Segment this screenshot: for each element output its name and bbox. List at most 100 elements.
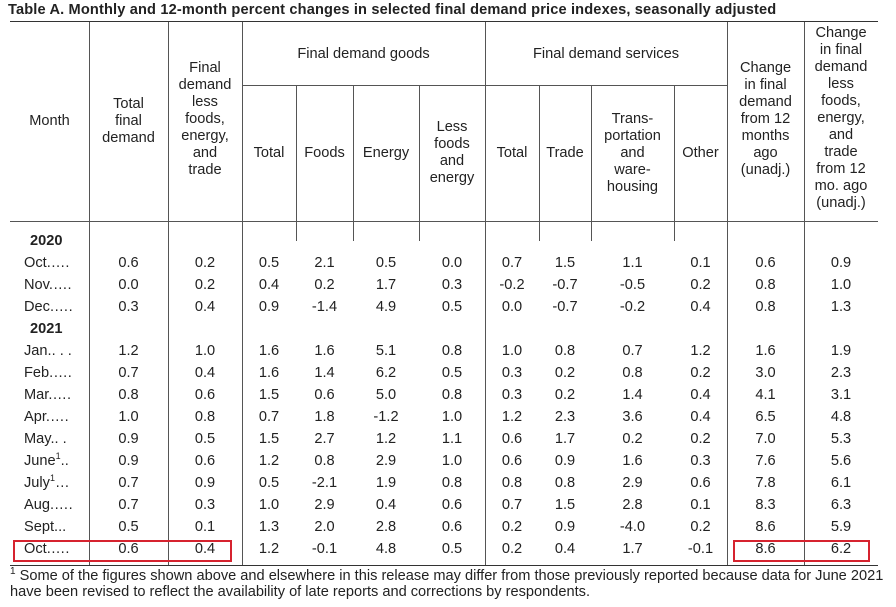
table-cell: -0.5 [619, 277, 646, 293]
table-cell: 0.5 [441, 299, 463, 315]
month-label: Sept... [24, 516, 66, 538]
table-cell: 1.1 [441, 431, 463, 447]
month-name: Nov. [24, 277, 53, 293]
table-cell: 0.6 [501, 453, 523, 469]
table-cell: 6.5 [755, 409, 776, 425]
month-label: July1… [24, 472, 70, 494]
table-cell: 0.4 [258, 277, 280, 293]
table-cell: 0.9 [554, 453, 576, 469]
table-cell: 5.6 [830, 453, 852, 469]
table-cell: 0.9 [830, 255, 852, 271]
header-services-transportation: Trans- portation and ware- housing [604, 110, 661, 195]
table-cell: 0.3 [501, 387, 523, 403]
table-cell: 0.5 [258, 255, 280, 271]
month-label: Dec.…. [24, 296, 73, 318]
table-cell: -0.2 [499, 277, 525, 293]
month-name: July [24, 475, 50, 491]
table-cell: 0.0 [118, 277, 139, 293]
month-label: Feb.…. [24, 362, 72, 384]
table-cell: 0.3 [690, 453, 711, 469]
month-label: Nov.…. [24, 274, 72, 296]
table-cell: 0.5 [258, 475, 280, 491]
table-cell: 0.8 [441, 343, 463, 359]
table-cell: 0.1 [690, 497, 711, 513]
table-cell: 2.1 [314, 255, 335, 271]
table-cell: 0.1 [690, 255, 711, 271]
table-cell: 1.2 [258, 541, 280, 557]
table-cell: 0.5 [375, 255, 397, 271]
table-cell: -0.7 [552, 299, 578, 315]
table-cell: 0.2 [554, 387, 576, 403]
table-cell: 0.7 [118, 475, 139, 491]
table-cell: 4.1 [755, 387, 776, 403]
table-cell: 0.8 [755, 277, 776, 293]
table-cell: -0.2 [619, 299, 646, 315]
table-cell: 1.0 [441, 409, 463, 425]
table-cell: 7.8 [755, 475, 776, 491]
leader-dots: …. [52, 387, 72, 403]
table-cell: 1.8 [314, 409, 335, 425]
table-cell: 1.2 [118, 343, 139, 359]
table-cell: 0.2 [690, 365, 711, 381]
table-cell: 1.6 [258, 365, 280, 381]
footnote-marker: 1 [10, 566, 16, 578]
month-name: Oct. [24, 541, 51, 557]
table-cell: 2.8 [622, 497, 643, 513]
table-cell: 1.6 [622, 453, 643, 469]
table-cell: 0.4 [194, 299, 216, 315]
table-cell: 1.9 [830, 343, 852, 359]
month-name: Jan. [24, 343, 52, 359]
header-12-month-change-less: Change in final demand less foods, energ… [814, 25, 868, 211]
table-cell: 0.1 [194, 519, 216, 535]
leader-dots: . . . [51, 343, 72, 359]
leader-dots: …. [54, 299, 73, 315]
table-cell: -0.1 [311, 541, 338, 557]
table-cell: 0.6 [501, 431, 523, 447]
table-cell: 0.7 [118, 365, 139, 381]
table-cell: 1.0 [118, 409, 139, 425]
table-cell: 6.2 [375, 365, 397, 381]
month-label: Jan.. . . [24, 340, 72, 362]
price-index-table: Month Total final demand Final demand le… [10, 21, 878, 566]
month-label: June1.. [24, 450, 69, 472]
table-cell: 0.5 [194, 431, 216, 447]
highlight-box-oct-total [13, 540, 232, 562]
table-cell: 1.6 [258, 343, 280, 359]
table-cell: 1.7 [375, 277, 397, 293]
table-cell: 8.6 [755, 541, 776, 557]
table-cell: 0.4 [554, 541, 576, 557]
table-cell: 0.6 [690, 475, 711, 491]
table-cell: 5.1 [375, 343, 397, 359]
table-cell: 8.3 [755, 497, 776, 513]
leader-dots: …. [50, 255, 70, 271]
table-cell: 0.8 [118, 387, 139, 403]
table-cell: 6.1 [830, 475, 852, 491]
table-cell: 0.2 [501, 519, 523, 535]
header-goods-total: Total [253, 144, 285, 161]
table-cell: 0.8 [554, 475, 576, 491]
table-cell: 7.6 [755, 453, 776, 469]
table-cell: 0.6 [441, 519, 463, 535]
table-cell: 1.5 [554, 497, 576, 513]
header-goods-group: Final demand goods [297, 46, 430, 62]
table-cell: 1.7 [622, 541, 643, 557]
header-goods-energy: Energy [362, 144, 410, 161]
table-cell: 0.6 [314, 387, 335, 403]
table-cell: 2.3 [830, 365, 852, 381]
table-cell: 0.2 [690, 277, 711, 293]
month-name: Mar. [24, 387, 53, 403]
table-cell: 0.8 [501, 475, 523, 491]
header-services-trade: Trade [546, 144, 584, 161]
table-cell: 1.7 [554, 431, 576, 447]
header-goods-less-foods-energy: Less foods and energy [429, 119, 475, 186]
leader-dots: .. [60, 453, 69, 469]
table-cell: 0.6 [118, 541, 139, 557]
table-cell: 0.3 [501, 365, 523, 381]
month-label: Mar.…. [24, 384, 71, 406]
header-month: Month [29, 113, 70, 129]
table-cell: 1.2 [375, 431, 397, 447]
table-cell: 0.3 [118, 299, 139, 315]
month-label: Oct.…. [24, 538, 69, 560]
table-cell: -0.1 [687, 541, 714, 557]
header-services-group: Final demand services [532, 46, 679, 62]
